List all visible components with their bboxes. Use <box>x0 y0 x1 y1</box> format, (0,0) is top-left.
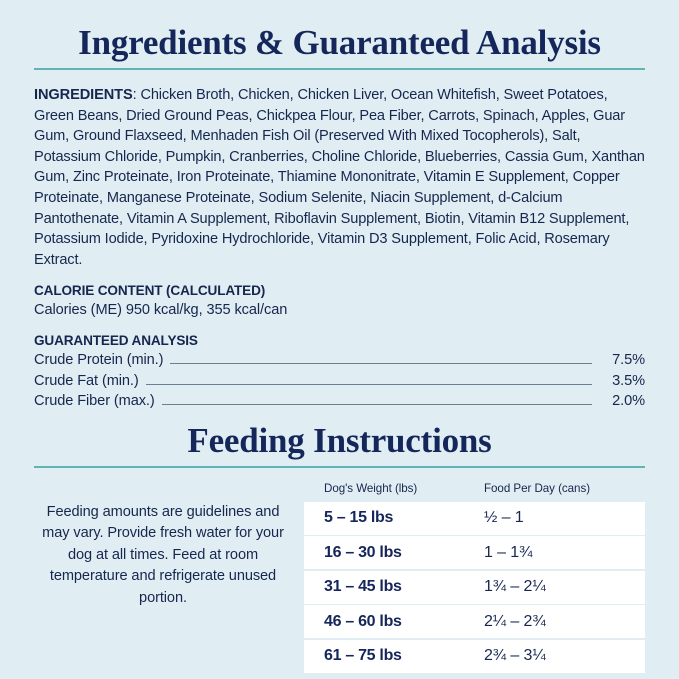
table-row: 16 – 30 lbs 1 – 1¾ <box>304 536 645 570</box>
cell-food: 1¾ – 2¼ <box>484 578 546 596</box>
column-header-weight: Dog's Weight (lbs) <box>324 481 418 495</box>
leader-line <box>161 404 592 406</box>
table-row: 5 – 15 lbs ½ – 1 <box>304 501 645 535</box>
guaranteed-analysis-heading: GUARANTEED ANALYSIS <box>34 333 198 349</box>
feeding-divider <box>34 465 645 468</box>
feeding-note-text: Feeding amounts are guidelines and may v… <box>42 503 284 606</box>
table-row: 31 – 45 lbs 1¾ – 2¼ <box>304 570 645 604</box>
nutrient-name: Crude Fiber (max.) <box>34 393 155 410</box>
calorie-content-value: Calories (ME) 950 kcal/kg, 355 kcal/can <box>34 302 288 319</box>
ingredients-divider <box>34 68 645 70</box>
nutrient-value: 3.5% <box>612 372 645 389</box>
feeding-table-header: Dog's Weight (lbs) Food Per Day (cans) <box>304 482 645 502</box>
cell-weight: 46 – 60 lbs <box>324 612 402 630</box>
guaranteed-analysis-list: Crude Protein (min.) 7.5% Crude Fat (min… <box>34 350 645 412</box>
guaranteed-analysis-row: Crude Fat (min.) 3.5% <box>34 371 645 392</box>
cell-weight: 31 – 45 lbs <box>324 578 402 596</box>
cell-food: 2¼ – 2¾ <box>484 612 546 630</box>
table-row: 46 – 60 lbs 2¼ – 2¾ <box>304 605 645 639</box>
guaranteed-analysis-row: Crude Protein (min.) 7.5% <box>34 350 645 371</box>
ingredients-section-title: Ingredients & Guaranteed Analysis <box>78 23 601 62</box>
cell-food: 2¾ – 3¼ <box>484 647 546 665</box>
cell-weight: 16 – 30 lbs <box>324 543 402 561</box>
feeding-table: Dog's Weight (lbs) Food Per Day (cans) 5… <box>292 482 645 675</box>
leader-line <box>145 383 592 385</box>
nutrient-name: Crude Fat (min.) <box>34 372 139 389</box>
table-row: 61 – 75 lbs 2¾ – 3¼ <box>304 639 645 673</box>
ingredients-label: INGREDIENTS <box>34 87 133 103</box>
cell-food: ½ – 1 <box>484 509 524 527</box>
nutrient-name: Crude Protein (min.) <box>34 352 164 369</box>
nutrient-value: 2.0% <box>612 393 645 410</box>
ingredients-list-text: : Chicken Broth, Chicken, Chicken Liver,… <box>34 87 645 268</box>
cell-weight: 5 – 15 lbs <box>324 509 394 527</box>
feeding-section: Feeding Instructions Feeding amounts are… <box>34 412 645 675</box>
ingredients-section: Ingredients & Guaranteed Analysis INGRED… <box>34 0 645 412</box>
column-header-food: Food Per Day (cans) <box>484 481 591 495</box>
ingredients-paragraph: INGREDIENTS: Chicken Broth, Chicken, Chi… <box>34 85 645 270</box>
leader-line <box>170 363 592 365</box>
calorie-content-heading: CALORIE CONTENT (CALCULATED) <box>34 283 266 299</box>
nutrient-value: 7.5% <box>612 352 645 369</box>
guaranteed-analysis-row: Crude Fiber (max.) 2.0% <box>34 391 645 412</box>
feeding-content: Feeding amounts are guidelines and may v… <box>34 482 645 675</box>
feeding-section-title: Feeding Instructions <box>187 420 492 460</box>
cell-food: 1 – 1¾ <box>484 543 533 561</box>
cell-weight: 61 – 75 lbs <box>324 647 402 665</box>
